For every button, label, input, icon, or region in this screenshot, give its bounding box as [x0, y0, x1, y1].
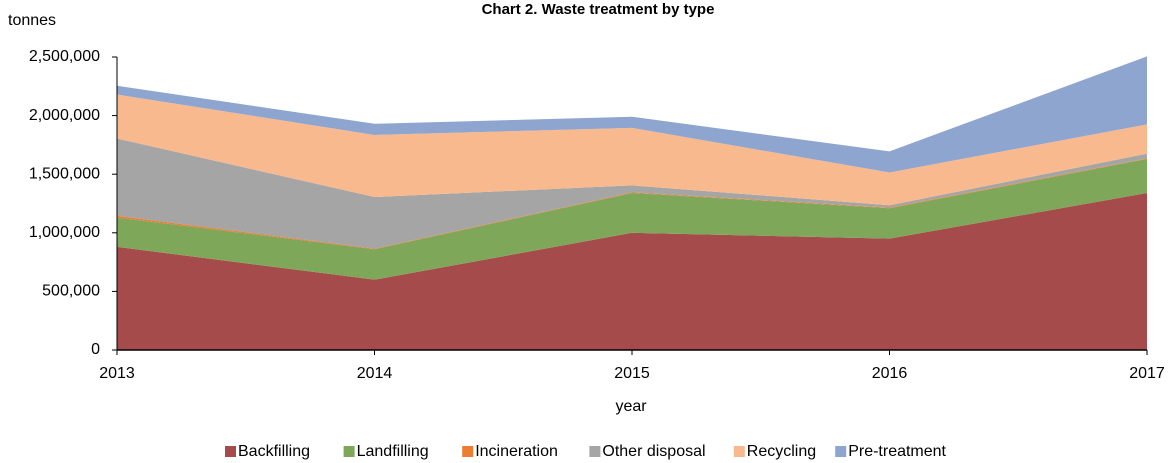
legend-swatch	[343, 446, 355, 457]
y-tick-label: 500,000	[42, 283, 100, 300]
legend-label: Backfilling	[238, 443, 310, 460]
x-tick-label: 2016	[872, 365, 908, 382]
area	[117, 192, 1147, 350]
legend-label: Pre-treatment	[848, 443, 946, 460]
legend-swatch	[835, 446, 847, 457]
y-tick-label: 1,000,000	[29, 224, 100, 241]
legend-label: Incineration	[475, 443, 558, 460]
x-tick-label: 2015	[614, 365, 650, 382]
legend-label: Other disposal	[602, 443, 705, 460]
chart-title: Chart 2. Waste treatment by type	[482, 1, 715, 18]
x-axis-label: year	[615, 398, 647, 415]
legend-swatch	[589, 446, 601, 457]
x-tick-label: 2013	[99, 365, 135, 382]
y-axis-label: tonnes	[8, 12, 56, 29]
legend-swatch	[462, 446, 474, 457]
y-tick-label: 2,500,000	[29, 48, 100, 65]
y-tick-label: 0	[91, 341, 100, 358]
legend-label: Landfilling	[357, 443, 429, 460]
legend-label: Recycling	[747, 443, 816, 460]
area	[117, 158, 1147, 280]
x-tick-label: 2017	[1129, 365, 1165, 382]
area	[117, 94, 1147, 206]
legend-swatch	[733, 446, 745, 457]
x-tick-label: 2014	[357, 365, 393, 382]
y-tick-label: 2,000,000	[29, 107, 100, 124]
y-tick-label: 1,500,000	[29, 165, 100, 182]
legend-swatch	[225, 446, 236, 457]
area	[117, 138, 1147, 249]
